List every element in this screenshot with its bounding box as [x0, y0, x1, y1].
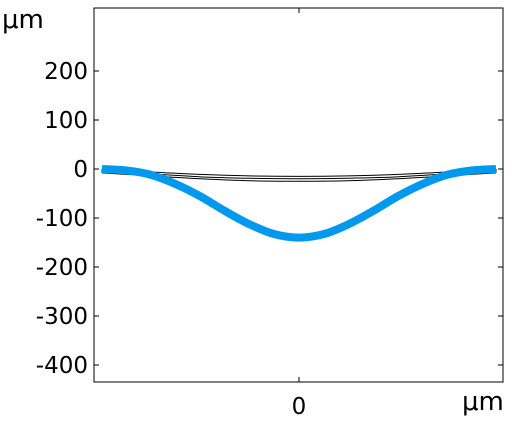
- tick-marks: [94, 8, 503, 382]
- y-tick-label: 200: [44, 59, 88, 85]
- deformed-shape-line: [101, 165, 497, 242]
- tick-labels: 200 100 0 -100 -200 -300 -400 0: [36, 59, 307, 420]
- y-tick-label: -100: [36, 206, 88, 232]
- series-group: [101, 165, 497, 242]
- plot-frame: [93, 7, 504, 383]
- y-tick-label: -400: [36, 353, 88, 379]
- y-tick-label: 100: [44, 108, 88, 134]
- outline-line-top: [101, 168, 497, 177]
- y-axis-unit-label: μm: [2, 5, 44, 35]
- y-tick-label: -300: [36, 304, 88, 330]
- outline-line-mid: [101, 170, 497, 180]
- x-tick-label: 0: [292, 394, 307, 420]
- x-axis-unit-label: μm: [462, 387, 504, 417]
- y-tick-label: 0: [73, 157, 88, 183]
- y-tick-label: -200: [36, 255, 88, 281]
